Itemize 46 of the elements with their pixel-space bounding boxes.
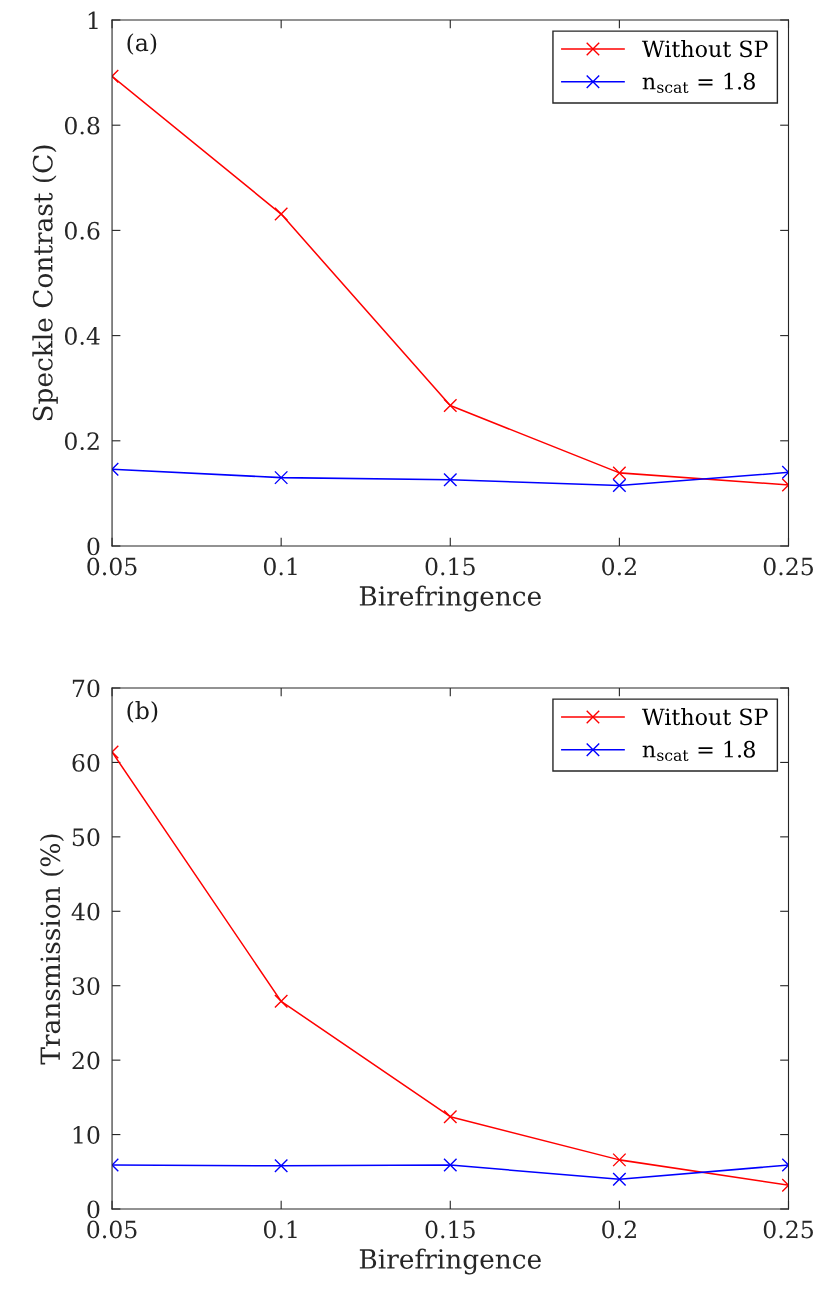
point [274, 994, 289, 1009]
y-tick-label: 0.4 [64, 327, 100, 345]
y-tick-label: 20 [72, 1051, 100, 1070]
legend-label: Without SP [641, 40, 768, 58]
y-tick-label: 70 [72, 679, 100, 698]
y-tick-label: 0 [87, 537, 100, 556]
y-tick-label: 0 [87, 1200, 100, 1219]
x-tick-label: 0.1 [263, 557, 297, 576]
y-axis-title: Speckle Contrast (C) [32, 145, 58, 421]
point [612, 1172, 627, 1187]
point [274, 207, 289, 222]
y-tick-label: 10 [73, 1126, 100, 1144]
point [443, 1109, 458, 1124]
x-axis-title: Birefringence [359, 1248, 541, 1275]
y-tick-label: 40 [71, 902, 100, 921]
y-tick-label: 30 [72, 977, 100, 996]
x-tick-label: 0.05 [87, 557, 137, 576]
legend-label: n$_{scat}$ = 1.8 [642, 72, 755, 94]
point [443, 398, 458, 413]
annotation: (b) [127, 701, 158, 723]
y-tick-label: 1 [88, 11, 98, 29]
x-tick-label: 0.25 [763, 1220, 813, 1239]
annotation: (a) [127, 33, 157, 55]
point [443, 1158, 458, 1173]
x-tick-label: 0.25 [763, 557, 813, 576]
point [443, 472, 458, 487]
legend-label: n$_{scat}$ = 1.8 [642, 740, 755, 762]
x-tick-label: 0.1 [263, 1220, 297, 1239]
x-tick-label: 0.15 [425, 557, 475, 576]
point [274, 1158, 289, 1173]
y-tick-label: 0.8 [64, 116, 100, 135]
y-axis-title: Transmission (%) [39, 834, 64, 1065]
x-axis-title: Birefringence [359, 585, 541, 612]
x-tick-label: 0.2 [602, 557, 636, 576]
point [612, 465, 627, 480]
point [612, 478, 627, 493]
y-tick-label: 50 [72, 828, 100, 847]
y-tick-label: 0.6 [64, 221, 100, 240]
point [274, 470, 289, 485]
y-tick-label: 0.2 [64, 432, 99, 451]
y-tick-label: 60 [72, 753, 100, 772]
x-tick-label: 0.15 [425, 1220, 475, 1239]
point [612, 1152, 627, 1167]
legend-label: Without SP [641, 708, 768, 726]
x-tick-label: 0.05 [87, 1220, 137, 1239]
x-tick-label: 0.2 [602, 1220, 636, 1239]
